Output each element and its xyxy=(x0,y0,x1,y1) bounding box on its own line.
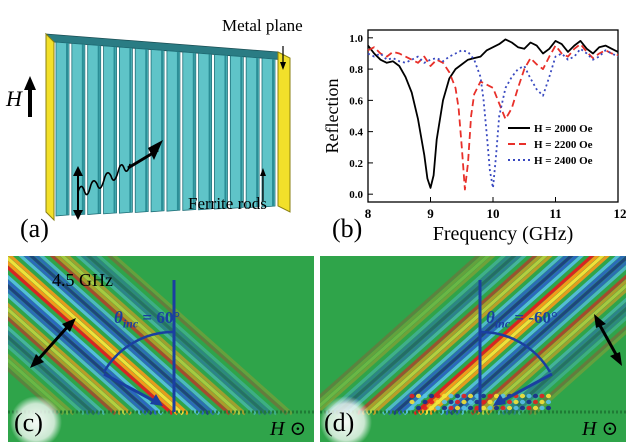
x-tick-label: 8 xyxy=(365,206,372,221)
field-out-of-page-icon: ⊙ xyxy=(289,418,307,440)
series-line xyxy=(367,43,619,191)
incident-wave-icon xyxy=(77,163,131,196)
panel-d-label: (d) xyxy=(324,408,355,437)
series-line xyxy=(367,47,619,189)
y-tick-label: 0.0 xyxy=(349,189,363,201)
ferrite-rod xyxy=(103,45,117,215)
ferrite-rod xyxy=(166,50,181,212)
ferrite-rod xyxy=(214,54,228,210)
x-axis-label: Frequency (GHz) xyxy=(433,223,574,245)
ferrite-rod xyxy=(55,41,70,217)
reflection-chart: 8 9 10 11 12 0.0 0.2 0.4 0.6 0.8 1.0 Frequency (GHz… xyxy=(322,29,627,245)
legend-entry: H = 2200 Oe xyxy=(534,139,593,151)
angle-arc-d xyxy=(479,330,552,373)
ferrite-rod xyxy=(182,51,197,211)
panel-a: H Metal plane Ferrite rods (a) xyxy=(0,0,318,254)
polarization-arrow-d xyxy=(596,321,620,359)
ferrite-rod xyxy=(261,57,276,208)
ferrite-rod-array-diagram xyxy=(24,32,291,222)
field-map-d xyxy=(320,256,626,447)
frequency-label: 4.5 GHz xyxy=(52,270,113,290)
ferrite-rod xyxy=(198,52,213,211)
theta-label-d: θinc = -60° xyxy=(486,308,558,331)
h-field-out-label-c: H ⊙ xyxy=(270,418,307,440)
ferrite-rods-label: Ferrite rods xyxy=(188,194,267,213)
panel-c-label: (c) xyxy=(14,408,43,437)
ferrite-rod xyxy=(150,49,165,213)
polarization-arrow-c xyxy=(34,322,72,364)
ferrite-rod xyxy=(245,56,260,209)
panel-c: 4.5 GHz θinc = 60° (c) H ⊙ xyxy=(8,256,314,447)
ferrite-rod xyxy=(87,44,102,215)
y-tick-label: 1.0 xyxy=(349,33,363,45)
panel-d: θinc = -60° (d) H ⊙ xyxy=(320,256,626,447)
h-field-out-label-d: H ⊙ xyxy=(582,418,619,440)
ferrite-rod xyxy=(134,47,149,213)
ferrite-rod xyxy=(118,46,133,214)
metal-plate-right xyxy=(277,51,291,213)
y-axis-label: Reflection xyxy=(322,79,342,154)
theta-label-c: θinc = 60° xyxy=(114,308,181,331)
plot-frame xyxy=(367,29,619,203)
incident-direction-arrow-c xyxy=(103,372,157,404)
x-tick-label: 9 xyxy=(427,206,434,221)
x-tick-label: 10 xyxy=(487,206,500,221)
series-line xyxy=(367,38,619,189)
x-tick-label: 11 xyxy=(549,206,561,221)
legend-entry: H = 2400 Oe xyxy=(534,155,593,167)
y-tick-label: 0.2 xyxy=(349,158,363,170)
metal-plane-label: Metal plane xyxy=(222,16,303,35)
field-map-c xyxy=(8,256,314,447)
y-tick-label: 0.4 xyxy=(349,127,363,139)
panel-a-label: (a) xyxy=(20,214,49,243)
field-out-of-page-icon: ⊙ xyxy=(601,418,619,440)
panel-b-label: (b) xyxy=(332,214,363,243)
h-field-label: H xyxy=(6,86,22,111)
x-tick-label: 12 xyxy=(614,206,627,221)
panel-b: 8 9 10 11 12 0.0 0.2 0.4 0.6 0.8 1.0 Frequency (GHz… xyxy=(318,0,627,254)
legend-entry: H = 2000 Oe xyxy=(534,123,593,135)
y-tick-label: 0.8 xyxy=(349,64,363,76)
ferrite-rod xyxy=(229,55,244,209)
y-tick-label: 0.6 xyxy=(349,95,363,107)
metal-plate-left xyxy=(45,32,55,222)
incident-direction-arrow-d xyxy=(499,372,553,404)
angle-arc-c xyxy=(102,330,175,373)
